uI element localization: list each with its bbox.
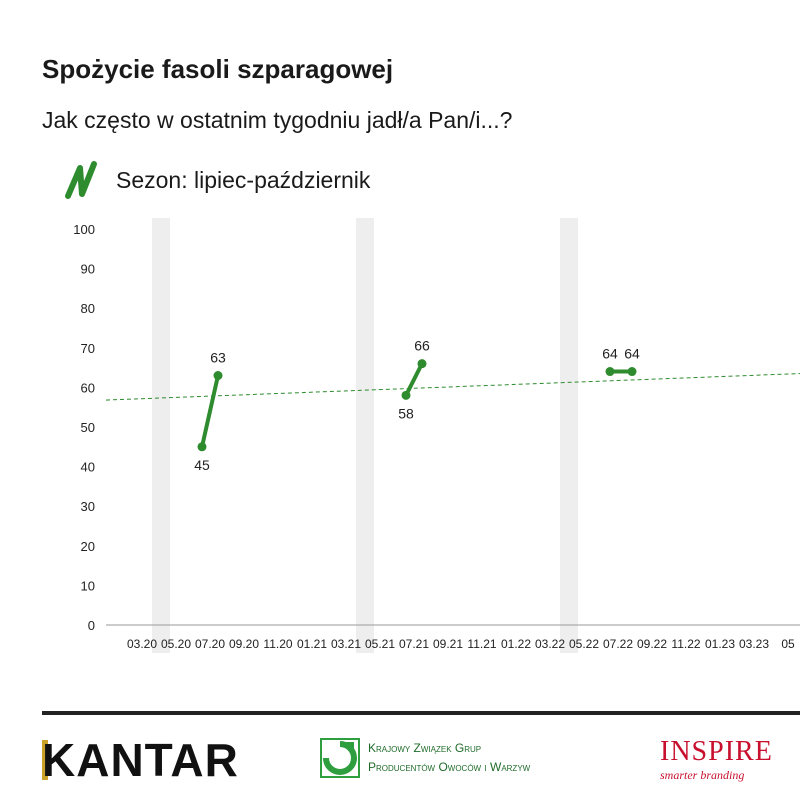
page-title: Spożycie fasoli szparagowej	[42, 54, 394, 84]
data-label: 64	[602, 346, 618, 362]
x-tick-label: 07.22	[603, 637, 633, 651]
y-tick-label: 60	[81, 380, 95, 395]
kantar-logo: KANTAR	[42, 734, 239, 786]
data-point	[605, 367, 615, 377]
x-tick-label: 03.21	[331, 637, 361, 651]
x-tick-label: 11.20	[263, 637, 292, 651]
data-point	[627, 367, 637, 377]
data-label: 64	[624, 346, 640, 362]
y-tick-label: 20	[81, 539, 95, 554]
inspire-tagline: smarter branding	[660, 768, 745, 782]
data-label: 45	[194, 457, 210, 473]
data-label: 58	[398, 405, 414, 421]
trendline	[105, 373, 800, 401]
y-tick-label: 40	[81, 460, 95, 475]
kantar-accent	[42, 740, 48, 780]
y-tick-label: 100	[73, 222, 95, 237]
y-tick-label: 30	[81, 499, 95, 514]
x-tick-label: 03.20	[127, 637, 157, 651]
x-tick-label: 07.20	[195, 637, 225, 651]
x-tick-label: 01.21	[297, 637, 327, 651]
x-tick-label: 03.22	[535, 637, 565, 651]
x-tick-label: 05.20	[161, 637, 191, 651]
series-line	[404, 361, 424, 398]
x-tick-label: 07.21	[399, 637, 429, 651]
kzg-emblem-icon	[320, 738, 360, 778]
kzg-line2: Producentów Owoców i Warzyw	[368, 760, 531, 774]
x-tick-label: 05.22	[569, 637, 599, 651]
inspire-name: INSPIRE	[660, 736, 773, 767]
x-tick-label: 11.21	[467, 637, 496, 651]
y-tick-label: 50	[81, 420, 95, 435]
x-tick-label: 05.21	[365, 637, 395, 651]
x-tick-label: 01.23	[705, 637, 735, 651]
y-tick-label: 0	[88, 618, 95, 633]
series-line	[200, 373, 220, 449]
legend-swatch-icon	[65, 161, 97, 199]
data-point	[197, 442, 207, 452]
data-point	[401, 390, 411, 400]
data-point	[417, 359, 427, 369]
y-tick-label: 90	[81, 262, 95, 277]
data-point	[213, 371, 223, 381]
y-tick-label: 10	[81, 578, 95, 593]
chart-legend: Sezon: lipiec-październik	[64, 160, 370, 200]
y-tick-label: 80	[81, 301, 95, 316]
inspire-logo: INSPIRE smarter branding	[660, 738, 773, 783]
x-tick-label: 03.23	[739, 637, 769, 651]
x-tick-label: 09.21	[433, 637, 463, 651]
x-tick-label: 09.20	[229, 637, 259, 651]
data-label: 66	[414, 338, 430, 354]
x-tick-label: 09.22	[637, 637, 667, 651]
page-subtitle: Jak często w ostatnim tygodniu jadł/a Pa…	[42, 107, 513, 133]
season-band	[356, 218, 374, 653]
kzg-logo: Krajowy Związek Grup Producentów Owoców …	[320, 738, 530, 778]
line-chart: 0 10 20 30 40 50 60 70 80 90 100 03.20 05.20 07.20 09.…	[73, 218, 800, 653]
season-band	[560, 218, 578, 653]
kzg-line1: Krajowy Związek Grup	[368, 741, 482, 755]
data-label: 63	[210, 350, 226, 366]
x-tick-label: 05	[781, 637, 795, 651]
x-tick-label: 11.22	[671, 637, 700, 651]
season-band	[152, 218, 170, 653]
legend-label: Sezon: lipiec-październik	[116, 166, 371, 193]
x-tick-label: 01.22	[501, 637, 531, 651]
y-tick-label: 70	[81, 341, 95, 356]
footer-divider	[42, 711, 800, 715]
